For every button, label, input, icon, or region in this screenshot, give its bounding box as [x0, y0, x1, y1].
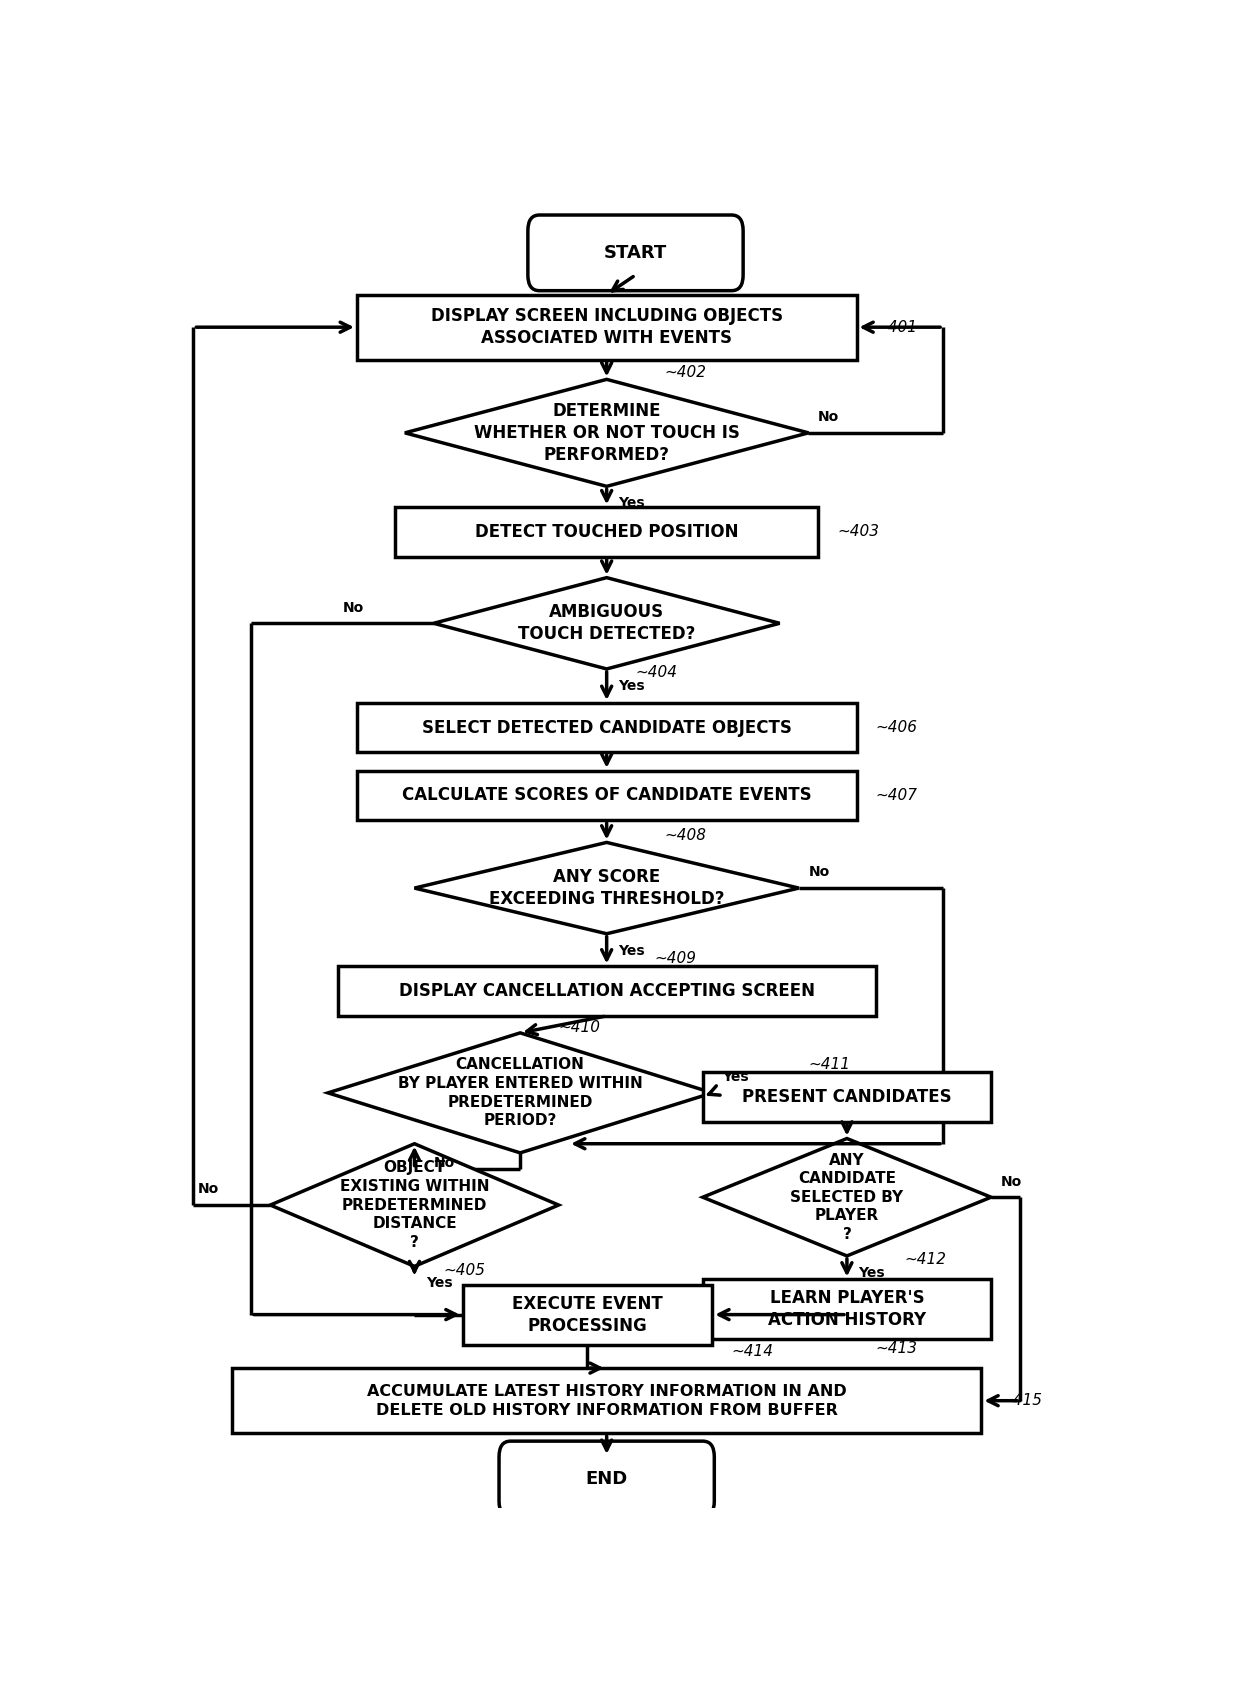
- Text: EXECUTE EVENT
PROCESSING: EXECUTE EVENT PROCESSING: [512, 1294, 663, 1335]
- Text: Yes: Yes: [858, 1265, 885, 1281]
- Polygon shape: [703, 1138, 991, 1255]
- Text: Yes: Yes: [722, 1071, 749, 1084]
- Text: ANY
CANDIDATE
SELECTED BY
PLAYER
?: ANY CANDIDATE SELECTED BY PLAYER ?: [790, 1152, 904, 1242]
- Text: ~402: ~402: [665, 366, 707, 381]
- Text: ~408: ~408: [665, 828, 707, 844]
- Text: No: No: [1001, 1174, 1022, 1189]
- Polygon shape: [404, 379, 808, 486]
- Text: ANY SCORE
EXCEEDING THRESHOLD?: ANY SCORE EXCEEDING THRESHOLD?: [489, 867, 724, 908]
- Text: ~404: ~404: [635, 666, 677, 681]
- Text: ~410: ~410: [558, 1020, 600, 1035]
- Bar: [703, 1279, 991, 1340]
- Polygon shape: [414, 842, 799, 933]
- FancyBboxPatch shape: [498, 1442, 714, 1516]
- Text: CANCELLATION
BY PLAYER ENTERED WITHIN
PREDETERMINED
PERIOD?: CANCELLATION BY PLAYER ENTERED WITHIN PR…: [398, 1057, 642, 1128]
- Text: ~411: ~411: [808, 1057, 851, 1072]
- Text: ~406: ~406: [875, 720, 918, 735]
- Text: DISPLAY CANCELLATION ACCEPTING SCREEN: DISPLAY CANCELLATION ACCEPTING SCREEN: [399, 983, 815, 999]
- Text: LEARN PLAYER'S
ACTION HISTORY: LEARN PLAYER'S ACTION HISTORY: [768, 1289, 926, 1330]
- Text: ~413: ~413: [875, 1342, 918, 1355]
- Bar: [357, 703, 857, 752]
- Polygon shape: [434, 578, 780, 669]
- Text: DETERMINE
WHETHER OR NOT TOUCH IS
PERFORMED?: DETERMINE WHETHER OR NOT TOUCH IS PERFOR…: [474, 401, 739, 464]
- Text: ~403: ~403: [837, 525, 879, 539]
- FancyBboxPatch shape: [528, 215, 743, 291]
- Bar: [463, 1284, 713, 1345]
- Text: ~412: ~412: [905, 1252, 946, 1267]
- Text: SELECT DETECTED CANDIDATE OBJECTS: SELECT DETECTED CANDIDATE OBJECTS: [422, 718, 791, 737]
- Text: DETECT TOUCHED POSITION: DETECT TOUCHED POSITION: [475, 523, 738, 540]
- Text: DISPLAY SCREEN INCLUDING OBJECTS
ASSOCIATED WITH EVENTS: DISPLAY SCREEN INCLUDING OBJECTS ASSOCIA…: [430, 307, 782, 347]
- Text: No: No: [808, 866, 830, 879]
- Text: Yes: Yes: [427, 1276, 453, 1291]
- Text: CALCULATE SCORES OF CANDIDATE EVENTS: CALCULATE SCORES OF CANDIDATE EVENTS: [402, 786, 811, 805]
- Text: ~407: ~407: [875, 788, 918, 803]
- Text: OBJECT
EXISTING WITHIN
PREDETERMINED
DISTANCE
?: OBJECT EXISTING WITHIN PREDETERMINED DIS…: [340, 1160, 490, 1250]
- Text: ~401: ~401: [875, 320, 918, 335]
- Polygon shape: [270, 1143, 559, 1267]
- Text: ~415: ~415: [1001, 1392, 1043, 1408]
- Text: ~405: ~405: [444, 1262, 485, 1277]
- Text: Yes: Yes: [619, 679, 645, 693]
- Polygon shape: [327, 1033, 713, 1154]
- Text: START: START: [604, 244, 667, 263]
- Bar: [357, 295, 857, 359]
- Text: No: No: [434, 1157, 455, 1171]
- Text: ACCUMULATE LATEST HISTORY INFORMATION IN AND
DELETE OLD HISTORY INFORMATION FROM: ACCUMULATE LATEST HISTORY INFORMATION IN…: [367, 1384, 847, 1418]
- Bar: [337, 966, 875, 1016]
- Text: ~409: ~409: [655, 950, 697, 966]
- Text: AMBIGUOUS
TOUCH DETECTED?: AMBIGUOUS TOUCH DETECTED?: [518, 603, 696, 644]
- Text: PRESENT CANDIDATES: PRESENT CANDIDATES: [742, 1088, 952, 1106]
- Text: Yes: Yes: [619, 496, 645, 510]
- Text: Yes: Yes: [619, 944, 645, 957]
- Bar: [232, 1369, 982, 1433]
- Bar: [357, 771, 857, 820]
- Text: No: No: [198, 1182, 219, 1196]
- Text: END: END: [585, 1470, 627, 1487]
- Text: No: No: [818, 410, 839, 424]
- Bar: [396, 507, 818, 557]
- Text: ~414: ~414: [732, 1343, 774, 1359]
- Text: No: No: [342, 601, 363, 615]
- Bar: [703, 1072, 991, 1121]
